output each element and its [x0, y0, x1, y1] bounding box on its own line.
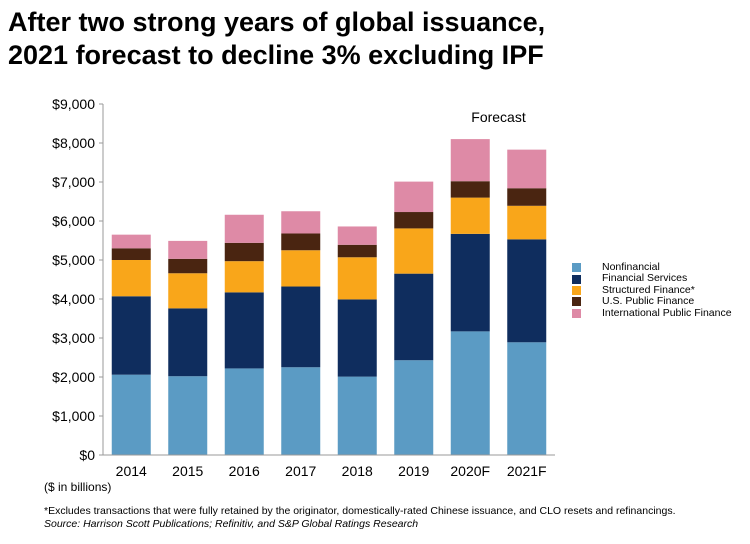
bar-segment	[394, 228, 434, 274]
bar-segment	[507, 149, 547, 189]
y-tick-label: $6,000	[52, 213, 95, 229]
legend-item: U.S. Public Finance	[572, 295, 732, 308]
y-tick-label: $3,000	[52, 330, 95, 346]
chart-title: After two strong years of global issuanc…	[8, 6, 743, 72]
x-tick-label: 2019	[398, 463, 429, 479]
bar-segment	[168, 308, 208, 377]
bar-segment	[507, 342, 547, 455]
y-tick-label: $0	[79, 447, 95, 463]
chart-title-line-1: After two strong years of global issuanc…	[8, 7, 546, 37]
bar-segment	[111, 234, 151, 249]
bar-segment	[450, 233, 490, 332]
bar-segment	[224, 261, 264, 293]
x-tick-label: 2016	[229, 463, 260, 479]
bar-segment	[281, 250, 321, 287]
bar-segment	[111, 248, 151, 260]
x-tick-label: 2017	[285, 463, 316, 479]
legend-label: Financial Services	[602, 272, 688, 285]
legend-swatch	[572, 274, 581, 284]
bar-segment	[168, 273, 208, 309]
bar-segment	[450, 139, 490, 182]
bar-segment	[337, 257, 377, 300]
legend-item: International Public Finance	[572, 306, 732, 319]
bar-segment	[337, 299, 377, 377]
source-note: Source: Harrison Scott Publications; Ref…	[44, 517, 419, 530]
x-tick-label: 2020F	[450, 463, 490, 479]
bar-segment	[224, 292, 264, 369]
legend-label: U.S. Public Finance	[602, 295, 695, 308]
legend-label: Nonfinancial	[602, 261, 660, 273]
y-tick-label: $9,000	[52, 96, 95, 112]
bar-segment	[111, 296, 151, 375]
bar-segment	[111, 260, 151, 297]
x-tick-label: 2015	[172, 463, 203, 479]
legend-swatch	[572, 297, 581, 307]
bar-segment	[281, 211, 321, 234]
legend-swatch	[572, 263, 581, 273]
x-tick-label: 2018	[342, 463, 373, 479]
bar-segment	[168, 258, 208, 274]
bar-segment	[450, 197, 490, 234]
x-tick-label: 2021F	[507, 463, 547, 479]
bar-segment	[168, 240, 208, 259]
legend-item: Structured Finance*	[572, 283, 732, 296]
bar-segment	[450, 181, 490, 198]
footnote-block: *Excludes transactions that were fully r…	[44, 505, 676, 530]
legend-swatch	[572, 308, 581, 318]
bar-segment	[450, 331, 490, 455]
y-tick-label: $1,000	[52, 408, 95, 424]
legend: Nonfinancial Financial Services Structured…	[572, 261, 732, 319]
bar-segment	[281, 233, 321, 251]
legend-item: Financial Services	[572, 272, 732, 285]
legend-label: Structured Finance*	[602, 283, 695, 296]
footnote: *Excludes transactions that were fully r…	[44, 505, 676, 517]
bar-segment	[224, 214, 264, 243]
bar-segment	[111, 374, 151, 455]
bar-segment	[224, 368, 264, 455]
bar-segment	[281, 286, 321, 368]
legend-label: International Public Finance	[602, 306, 732, 319]
bar-segment	[394, 273, 434, 361]
y-tick-label: $8,000	[52, 135, 95, 151]
bar-segment	[337, 226, 377, 245]
unit-note: ($ in billions)	[44, 480, 112, 494]
y-tick-label: $4,000	[52, 291, 95, 307]
bar-segment	[337, 244, 377, 258]
y-tick-label: $7,000	[52, 174, 95, 190]
bar-segment	[394, 181, 434, 213]
bar-segment	[281, 367, 321, 455]
bar-segment	[168, 376, 208, 455]
bar-segment	[394, 360, 434, 455]
bar-segment	[507, 188, 547, 206]
bar-segment	[507, 205, 547, 240]
x-tick-label: 2014	[116, 463, 147, 479]
bar-segment	[337, 376, 377, 455]
y-tick-label: $5,000	[52, 252, 95, 268]
legend-swatch	[572, 285, 581, 295]
y-tick-label: $2,000	[52, 369, 95, 385]
forecast-label: Forecast	[471, 109, 526, 125]
bar-segment	[224, 242, 264, 262]
legend-item: Nonfinancial	[572, 261, 732, 273]
bar-segment	[507, 239, 547, 343]
bar-segment	[394, 212, 434, 229]
chart-title-line-2: 2021 forecast to decline 3% excluding IP…	[8, 40, 544, 70]
